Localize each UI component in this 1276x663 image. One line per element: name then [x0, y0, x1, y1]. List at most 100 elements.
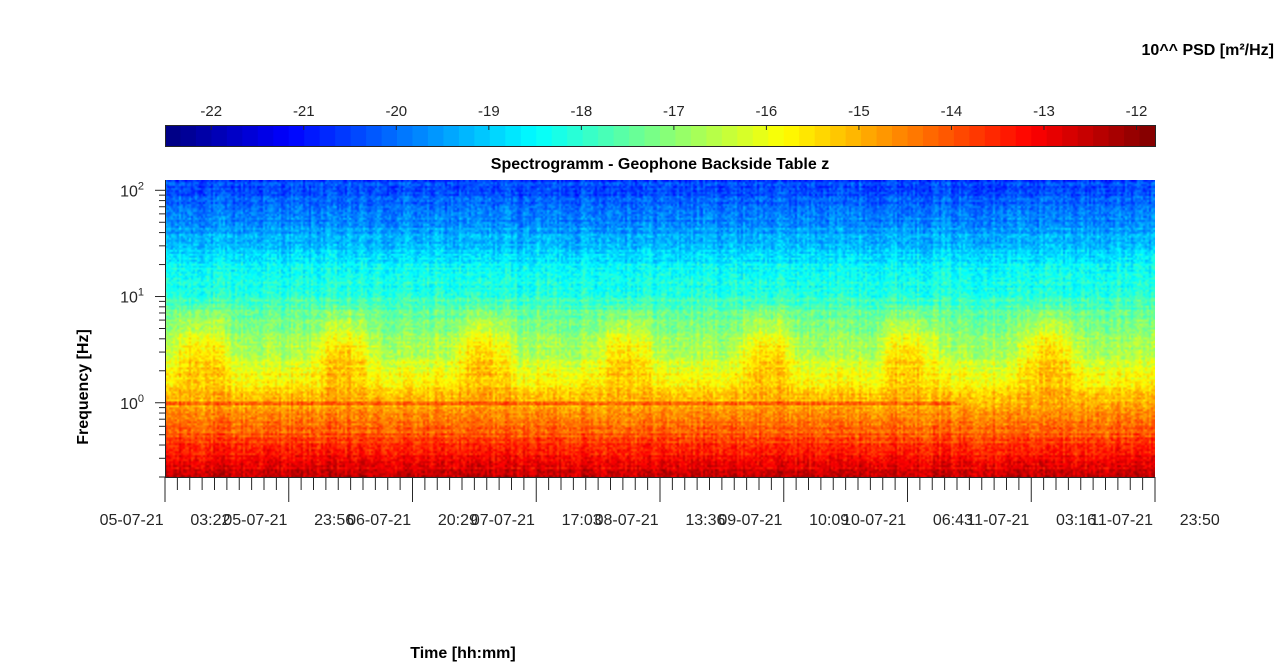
colorbar-segment [830, 125, 847, 147]
colorbar-segment [520, 125, 537, 147]
colorbar-segment [412, 125, 429, 147]
colorbar-segment [1108, 125, 1125, 147]
colorbar-segment [783, 125, 800, 147]
colorbar-segment [1000, 125, 1017, 147]
colorbar-segment [165, 125, 181, 147]
y-tick-label: 101 [120, 287, 144, 307]
spectrogram-heatmap [165, 180, 1155, 477]
x-tick-label: 11-07-21 03:16 [966, 512, 1096, 529]
colorbar-segment [443, 125, 460, 147]
colorbar-segment [257, 125, 274, 147]
colorbar-segment [1077, 125, 1094, 147]
colorbar-segment [458, 125, 475, 147]
colorbar-segment [690, 125, 707, 147]
colorbar-segment [551, 125, 568, 147]
colorbar-segment [1031, 125, 1048, 147]
colorbar-segment [752, 125, 769, 147]
colorbar-tick-label: -15 [848, 103, 870, 120]
colorbar-segment [1015, 125, 1032, 147]
colorbar-segment [273, 125, 290, 147]
colorbar-segment [350, 125, 367, 147]
colorbar-segment [969, 125, 986, 147]
y-tick-label: 102 [120, 180, 144, 200]
colorbar-segment [304, 125, 321, 147]
colorbar-tick-labels: -22 -21 -20 -19 -18 -17 -16 -15 -14 -13 -12 [200, 103, 1147, 120]
colorbar-segment [953, 125, 970, 147]
colorbar-segment [1046, 125, 1063, 147]
colorbar-frame [165, 125, 1156, 147]
colorbar-segment [737, 125, 754, 147]
y-axis-ticks [155, 189, 165, 478]
colorbar-segment [505, 125, 522, 147]
colorbar-segment [335, 125, 352, 147]
colorbar [165, 125, 1156, 147]
colorbar-segment [1124, 125, 1141, 147]
colorbar-segment [366, 125, 383, 147]
colorbar-segment [226, 125, 243, 147]
colorbar-segment [582, 125, 599, 147]
colorbar-segment [907, 125, 924, 147]
colorbar-segment [861, 125, 878, 147]
colorbar-tick-label: -19 [478, 103, 500, 120]
colorbar-segment [799, 125, 816, 147]
colorbar-tick-label: -14 [941, 103, 963, 120]
colorbar-segment [644, 125, 661, 147]
colorbar-segment [381, 125, 398, 147]
colorbar-segment [706, 125, 723, 147]
spectrogram-plot-area [165, 180, 1155, 477]
colorbar-segment [675, 125, 692, 147]
colorbar-ticks [210, 125, 1137, 130]
colorbar-segment [768, 125, 785, 147]
colorbar-segment [984, 125, 1001, 147]
colorbar-segment [1093, 125, 1110, 147]
x-tick-label: 05-07-21 03:22 [100, 512, 231, 529]
colorbar-tick-label: -13 [1033, 103, 1055, 120]
x-tick-label: 06-07-21 20:29 [347, 512, 478, 529]
colorbar-tick-label: -18 [571, 103, 593, 120]
x-tick-label: 05-07-21 23:56 [223, 512, 354, 529]
colorbar-segment [598, 125, 615, 147]
chart-title: Spectrogramm - Geophone Backside Table z [491, 156, 829, 173]
colorbar-segment [876, 125, 893, 147]
colorbar-segment [489, 125, 506, 147]
colorbar-segment [892, 125, 908, 147]
x-axis-ticks [164, 477, 1156, 502]
colorbar-segment [211, 125, 228, 147]
x-tick-label: 09-07-21 10:09 [718, 512, 849, 529]
x-tick-label: 07-07-21 17:03 [471, 512, 602, 529]
colorbar-segment [180, 125, 197, 147]
colorbar-tick-label: -22 [200, 103, 222, 120]
y-axis-label: Frequency [Hz] [75, 329, 92, 445]
colorbar-segment [474, 125, 491, 147]
colorbar-segment [845, 125, 862, 147]
colorbar-segment [1139, 125, 1156, 147]
colorbar-segment [319, 125, 336, 147]
colorbar-segment [721, 125, 738, 147]
x-tick-label: 11-07-21 23:50 [1090, 512, 1220, 529]
colorbar-segment [1062, 125, 1079, 147]
colorbar-segment [242, 125, 259, 147]
colorbar-segment [195, 125, 212, 147]
x-tick-label: 08-07-21 13:36 [595, 512, 726, 529]
colorbar-segment [427, 125, 444, 147]
colorbar-segment [288, 125, 305, 147]
colorbar-segment [938, 125, 955, 147]
y-axis-tick-labels: 100 101 102 [120, 180, 144, 412]
y-tick-label: 100 [120, 393, 144, 413]
colorbar-tick-label: -12 [1126, 103, 1148, 120]
colorbar-segment [613, 125, 630, 147]
colorbar-tick-label: -20 [385, 103, 407, 120]
colorbar-tick-label: -17 [663, 103, 685, 120]
colorbar-segment [397, 125, 413, 147]
colorbar-segment [629, 125, 646, 147]
colorbar-segment [660, 125, 676, 147]
colorbar-segment [567, 125, 584, 147]
colorbar-segment [922, 125, 939, 147]
colorbar-label: 10^^ PSD [m²/Hz] [1142, 42, 1274, 59]
colorbar-tick-label: -21 [293, 103, 315, 120]
colorbar-tick-label: -16 [756, 103, 778, 120]
x-tick-label: 10-07-21 06:43 [842, 512, 973, 529]
x-axis-label: Time [hh:mm] [410, 645, 515, 662]
